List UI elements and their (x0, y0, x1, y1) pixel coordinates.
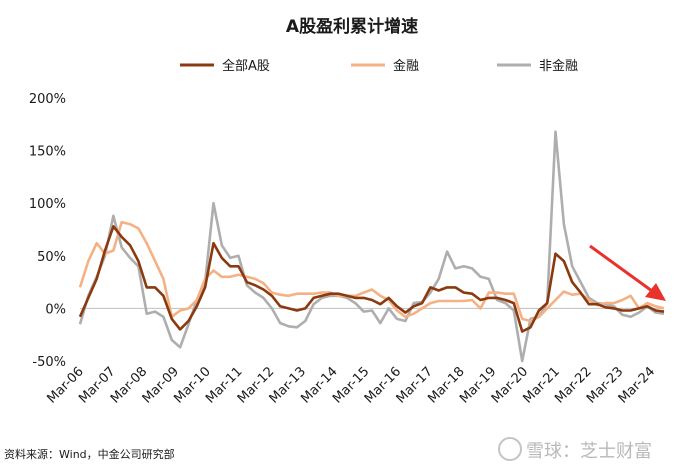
legend-label: 全部A股 (222, 58, 270, 74)
y-tick-label: 0% (45, 302, 66, 317)
y-tick-label: 150% (29, 145, 66, 160)
watermark-text: 雪球：芝士财富 (526, 441, 652, 462)
source-note: 资料来源：Wind，中金公司研究部 (4, 448, 175, 461)
y-tick-label: 200% (29, 92, 66, 107)
snowball-logo-icon (498, 437, 522, 461)
series-line-2 (78, 130, 665, 363)
arrow-head (645, 283, 666, 301)
annotation-arrow (589, 244, 666, 301)
legend: 全部A股 金融 非金融 (180, 58, 578, 74)
arrow-shaft (589, 244, 653, 293)
series-layer (78, 130, 665, 363)
series-line-0 (78, 225, 665, 333)
y-tick-label: 50% (37, 250, 66, 265)
y-tick-label: -50% (32, 355, 66, 370)
y-axis: 200% 150% 100% 50% 0% -50% (29, 92, 66, 370)
series-line-1 (78, 220, 665, 323)
legend-label: 非金融 (539, 58, 578, 74)
y-tick-label: 100% (29, 197, 66, 212)
chart-title: A股盈利累计增速 (286, 16, 418, 37)
watermark: 雪球：芝士财富 (498, 437, 652, 463)
x-axis: Mar-06Mar-07Mar-08Mar-09Mar-10Mar-11Mar-… (44, 364, 658, 406)
legend-label: 金融 (393, 58, 419, 74)
